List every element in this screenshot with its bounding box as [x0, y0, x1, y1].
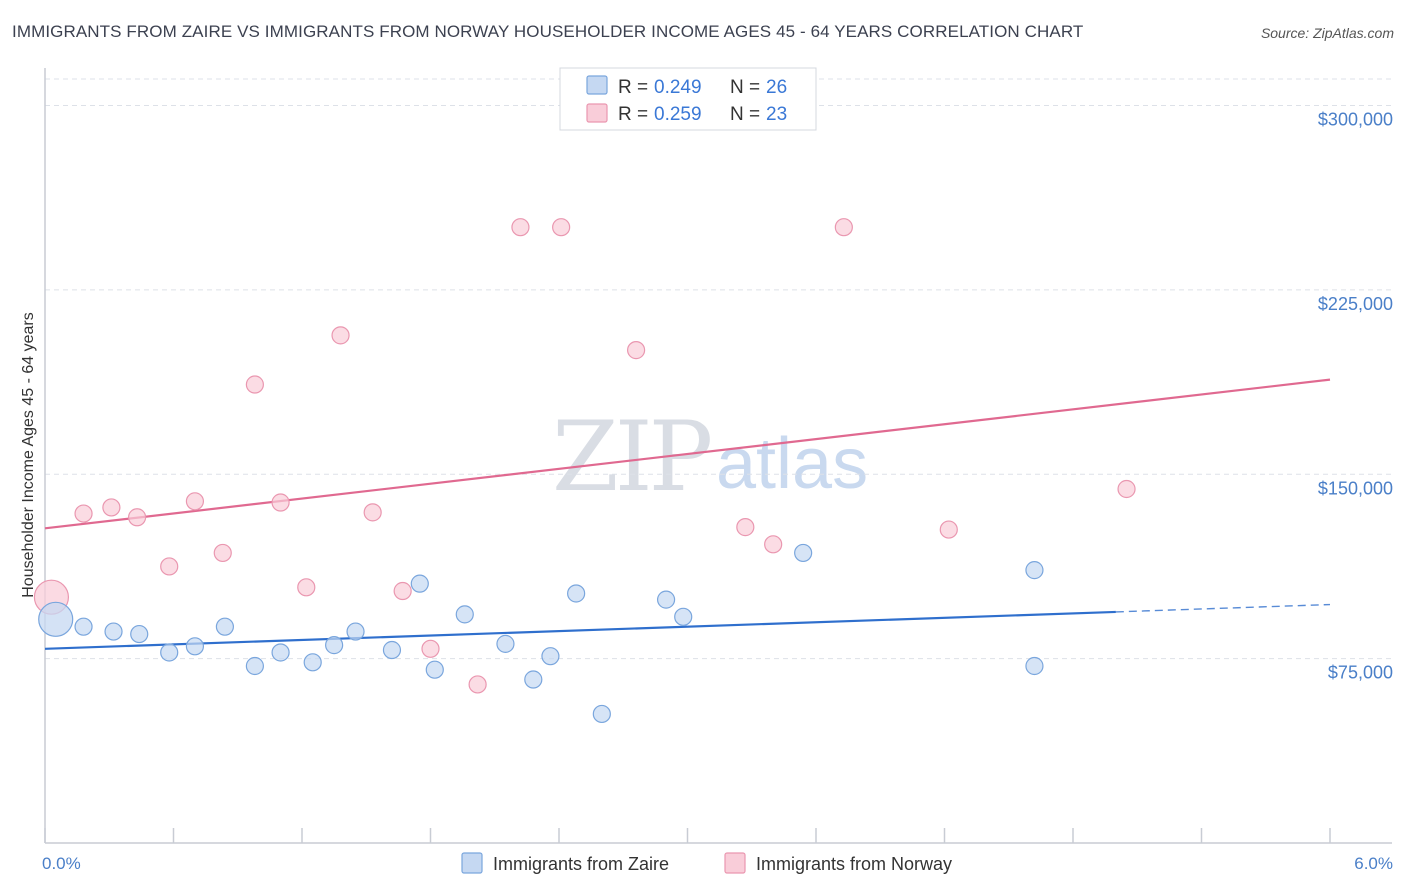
- data-point-norway: [185, 492, 205, 511]
- legend-n-value-zaire: 26: [766, 77, 787, 98]
- data-point-norway: [160, 557, 179, 576]
- data-point-norway: [74, 504, 93, 523]
- bottom-legend-label-zaire: Immigrants from Zaire: [493, 854, 669, 874]
- data-point-norway: [736, 518, 755, 537]
- trend-line-zaire: [44, 610, 1116, 650]
- y-axis-label: Householder Income Ages 45 - 64 years: [20, 312, 37, 598]
- data-point-zaire: [455, 605, 474, 624]
- data-point-zaire: [245, 656, 264, 676]
- watermark: ZIP atlas: [552, 401, 868, 513]
- legend-swatch-norway: [586, 103, 608, 123]
- data-point-norway: [102, 498, 121, 517]
- trend-lines: [44, 378, 1331, 650]
- data-point-norway: [271, 493, 290, 512]
- data-point-zaire: [425, 660, 444, 679]
- legend-n-label-zaire: N =: [730, 77, 760, 98]
- data-point-norway: [213, 543, 232, 563]
- data-point-norway: [511, 218, 530, 237]
- data-point-zaire: [215, 617, 234, 636]
- trend-line-zaire-extension: [1115, 603, 1331, 613]
- data-point-zaire: [567, 584, 586, 603]
- legend-r-label-zaire: R =: [618, 77, 648, 98]
- data-point-zaire: [674, 607, 693, 626]
- trend-line-norway: [44, 378, 1331, 530]
- data-point-norway: [363, 503, 382, 522]
- data-point-zaire: [410, 574, 429, 593]
- data-point-norway: [939, 520, 958, 539]
- data-points: [33, 218, 1136, 724]
- data-point-norway: [764, 535, 783, 554]
- x-tick-labels: 0.0% 6.0%: [42, 854, 1393, 873]
- data-point-norway: [626, 341, 646, 360]
- data-point-zaire: [382, 640, 402, 660]
- data-point-zaire: [656, 590, 676, 609]
- source-label: Source: ZipAtlas.com: [1260, 25, 1394, 41]
- data-point-zaire: [185, 637, 205, 656]
- data-point-zaire: [496, 634, 515, 653]
- legend-r-value-zaire: 0.249: [654, 77, 702, 98]
- y-tick-label: $300,000: [1318, 110, 1393, 130]
- y-tick-label: $225,000: [1318, 294, 1393, 314]
- data-point-norway: [245, 375, 264, 394]
- data-point-norway: [127, 508, 147, 527]
- x-tick-label: 6.0%: [1354, 854, 1393, 873]
- data-point-norway: [1117, 479, 1136, 499]
- data-point-zaire: [74, 617, 93, 636]
- bottom-legend-label-norway: Immigrants from Norway: [756, 854, 952, 874]
- data-point-zaire: [1025, 656, 1044, 676]
- data-point-zaire: [325, 636, 344, 655]
- data-point-zaire: [794, 543, 813, 563]
- watermark-atlas: atlas: [716, 424, 868, 504]
- data-point-norway: [393, 581, 412, 601]
- chart-title: IMMIGRANTS FROM ZAIRE VS IMMIGRANTS FROM…: [12, 22, 1084, 41]
- legend-r-value-norway: 0.259: [654, 104, 702, 125]
- data-point-norway: [331, 326, 350, 345]
- legend-swatch-zaire: [586, 75, 608, 95]
- data-point-zaire: [271, 643, 290, 662]
- data-point-zaire: [541, 647, 560, 666]
- y-tick-labels: $75,000 $150,000 $225,000 $300,000: [1318, 110, 1393, 683]
- data-point-zaire: [104, 622, 123, 641]
- data-point-zaire: [592, 704, 611, 724]
- data-point-zaire: [1025, 561, 1044, 580]
- data-point-norway: [421, 639, 440, 658]
- data-point-norway: [297, 578, 316, 597]
- watermark-zip: ZIP: [552, 401, 711, 513]
- data-point-zaire: [346, 622, 365, 641]
- grid: [45, 78, 1392, 660]
- data-point-zaire: [38, 601, 74, 637]
- bottom-legend-swatch-norway: [724, 852, 746, 874]
- data-point-norway: [834, 218, 853, 237]
- legend-n-label-norway: N =: [730, 104, 760, 125]
- bottom-legend-swatch-zaire: [461, 852, 483, 874]
- data-point-zaire: [524, 670, 543, 689]
- legend-r-label-norway: R =: [618, 104, 648, 125]
- axes: [44, 68, 1392, 844]
- data-point-norway: [468, 675, 487, 694]
- data-point-zaire: [160, 643, 179, 662]
- data-point-zaire: [303, 653, 322, 672]
- data-point-zaire: [130, 624, 149, 644]
- y-tick-label: $150,000: [1318, 478, 1393, 498]
- legend: R = 0.249 N = 26 R = 0.259 N = 23: [559, 67, 817, 131]
- legend-n-value-norway: 23: [766, 104, 787, 125]
- y-tick-label: $75,000: [1328, 663, 1393, 683]
- data-point-norway: [552, 218, 571, 237]
- x-tick-label: 0.0%: [42, 854, 81, 873]
- bottom-legend: Immigrants from Zaire Immigrants from No…: [461, 852, 952, 874]
